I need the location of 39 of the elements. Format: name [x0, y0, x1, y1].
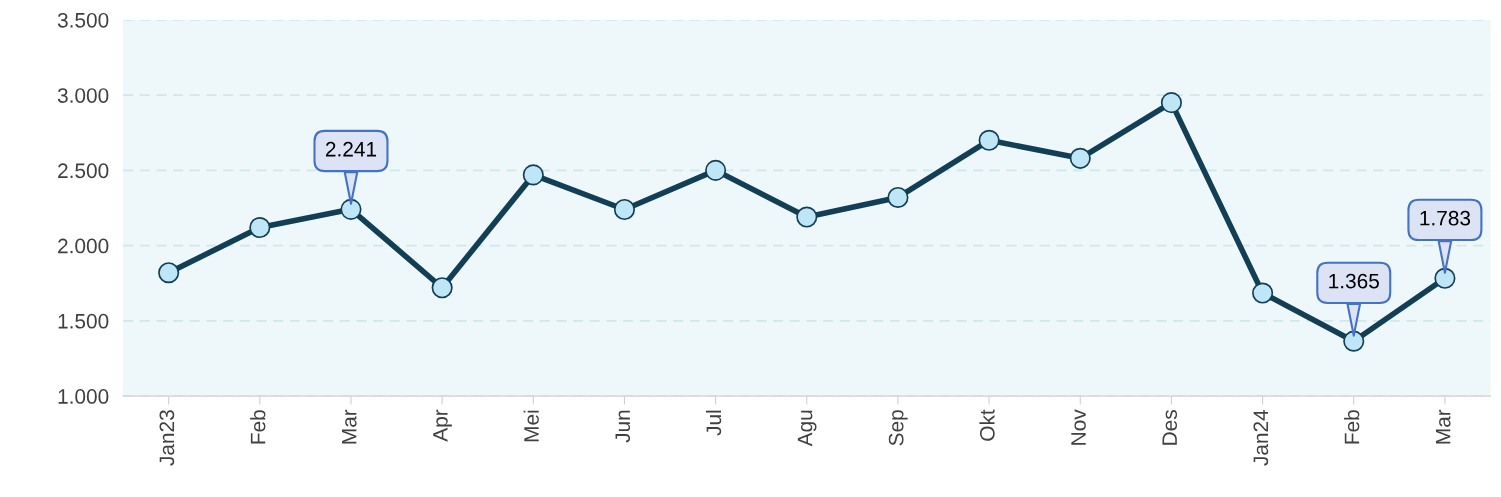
- x-tick-label: Jan23: [159, 410, 175, 466]
- y-tick-label: 2.500: [58, 163, 109, 179]
- x-tick-label: Jun: [615, 410, 631, 443]
- data-label: 1.365: [1329, 273, 1379, 289]
- x-tick-label: Agu: [797, 410, 817, 447]
- point: [796, 206, 818, 228]
- x-tick-label: Okt: [979, 409, 995, 441]
- data-label: 2.241: [325, 141, 377, 157]
- point: [887, 186, 909, 209]
- x-tick-label: Apr: [433, 409, 452, 442]
- x-tick-label: Feb: [1344, 410, 1360, 444]
- x-tick-label: Sep: [888, 410, 908, 446]
- point: [1252, 282, 1274, 304]
- x-tick-label: Mar: [1435, 409, 1451, 444]
- point: [1069, 147, 1091, 169]
- point: [158, 262, 180, 284]
- y-tick-label: 1.500: [58, 313, 109, 329]
- x-tick-label: Nov: [1071, 409, 1086, 445]
- point: [613, 198, 636, 221]
- x-tick-label: Jul: [705, 410, 722, 436]
- point: [705, 159, 727, 181]
- y-tick-label: 3.500: [57, 12, 109, 28]
- y-tick-label: 2.000: [58, 238, 109, 254]
- data-label: 1.783: [1420, 210, 1471, 226]
- point: [1434, 267, 1456, 289]
- point: [978, 129, 1000, 151]
- point: [249, 217, 271, 239]
- point: [431, 277, 453, 299]
- x-tick-label: Feb: [250, 410, 266, 444]
- x-tick-label: Des: [1162, 410, 1178, 445]
- x-tick-label: Mar: [342, 409, 357, 444]
- point: [1160, 92, 1182, 114]
- y-tick-label: 1.000: [58, 389, 109, 404]
- y-tick-label: 3.000: [57, 88, 109, 103]
- x-tick-label: Mei: [523, 410, 539, 442]
- point: [522, 164, 544, 186]
- point: [1343, 330, 1365, 352]
- x-tick-label: Jan24: [1253, 409, 1269, 466]
- point: [340, 198, 362, 220]
